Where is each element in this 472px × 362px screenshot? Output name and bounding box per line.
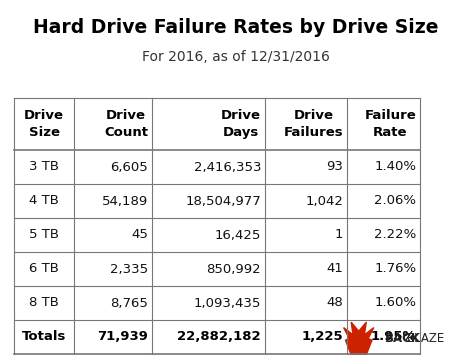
Text: BACK: BACK: [385, 332, 421, 345]
Text: 41: 41: [326, 262, 343, 275]
Text: Totals: Totals: [22, 331, 66, 344]
Text: 1.60%: 1.60%: [374, 296, 416, 310]
Text: 6 TB: 6 TB: [29, 262, 59, 275]
Text: 8,765: 8,765: [110, 296, 148, 310]
Text: 1.40%: 1.40%: [374, 160, 416, 173]
Text: 93: 93: [326, 160, 343, 173]
Text: 6,605: 6,605: [110, 160, 148, 173]
Text: 48: 48: [327, 296, 343, 310]
Text: 1,093,435: 1,093,435: [194, 296, 261, 310]
Text: For 2016, as of 12/31/2016: For 2016, as of 12/31/2016: [142, 50, 330, 64]
Text: 2,416,353: 2,416,353: [194, 160, 261, 173]
Text: 2.06%: 2.06%: [374, 194, 416, 207]
Text: 71,939: 71,939: [97, 331, 148, 344]
Text: 1,225: 1,225: [302, 331, 343, 344]
Text: Drive
Count: Drive Count: [104, 109, 148, 139]
Text: Failure
Rate: Failure Rate: [364, 109, 416, 139]
Text: 54,189: 54,189: [101, 194, 148, 207]
Text: 8 TB: 8 TB: [29, 296, 59, 310]
Text: 3 TB: 3 TB: [29, 160, 59, 173]
Text: Drive
Failures: Drive Failures: [284, 109, 343, 139]
Polygon shape: [344, 322, 374, 355]
Text: 2,335: 2,335: [110, 262, 148, 275]
Text: Drive
Size: Drive Size: [24, 109, 64, 139]
Text: 1.95%: 1.95%: [371, 331, 416, 344]
Text: 45: 45: [131, 228, 148, 241]
Text: Drive
Days: Drive Days: [221, 109, 261, 139]
Text: BLAZE: BLAZE: [407, 332, 445, 345]
Text: 2.22%: 2.22%: [374, 228, 416, 241]
Text: 22,882,182: 22,882,182: [177, 331, 261, 344]
Text: Hard Drive Failure Rates by Drive Size: Hard Drive Failure Rates by Drive Size: [33, 18, 439, 37]
Text: 1,042: 1,042: [305, 194, 343, 207]
Text: 1.76%: 1.76%: [374, 262, 416, 275]
Text: 5 TB: 5 TB: [29, 228, 59, 241]
Text: 4 TB: 4 TB: [29, 194, 59, 207]
Text: 18,504,977: 18,504,977: [185, 194, 261, 207]
Text: 1: 1: [335, 228, 343, 241]
Text: 850,992: 850,992: [206, 262, 261, 275]
Text: 16,425: 16,425: [215, 228, 261, 241]
